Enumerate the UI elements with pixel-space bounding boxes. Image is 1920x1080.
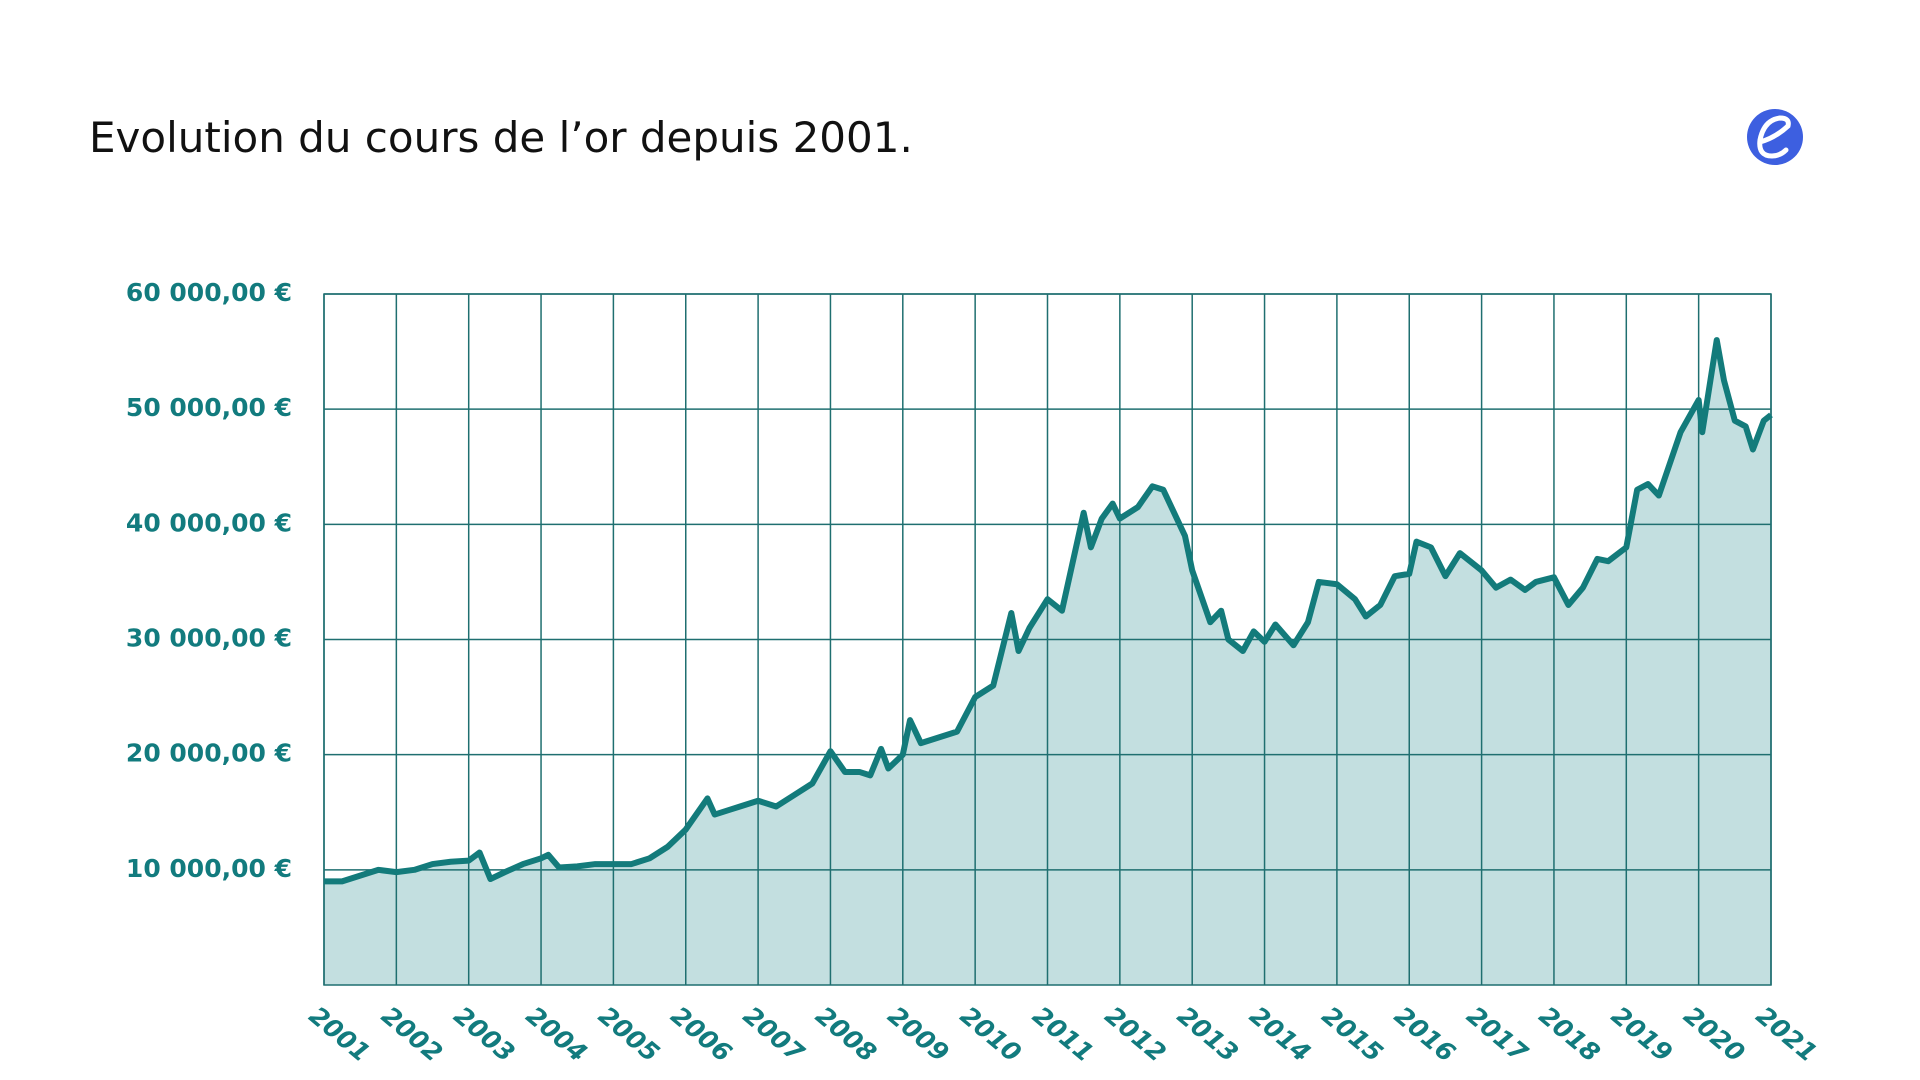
x-tick-label: 2016 (1389, 1001, 1461, 1068)
y-tick-label: 50 000,00 € (126, 393, 292, 422)
x-tick-label: 2005 (593, 1001, 665, 1068)
x-tick-label: 2015 (1317, 1001, 1389, 1068)
y-tick-label: 30 000,00 € (126, 624, 292, 653)
x-tick-label: 2007 (738, 1001, 810, 1068)
y-tick-label: 20 000,00 € (126, 739, 292, 768)
x-tick-label: 2001 (304, 1001, 376, 1068)
x-tick-label: 2003 (448, 1001, 520, 1068)
x-tick-label: 2017 (1461, 1001, 1533, 1068)
x-tick-label: 2020 (1678, 1001, 1750, 1068)
chart-title: Evolution du cours de l’or depuis 2001. (89, 113, 913, 162)
x-tick-label: 2018 (1534, 1001, 1606, 1068)
x-tick-label: 2011 (1027, 1001, 1099, 1068)
x-tick-label: 2013 (1172, 1001, 1244, 1068)
x-tick-label: 2009 (882, 1001, 954, 1068)
x-tick-label: 2021 (1751, 1001, 1823, 1068)
y-tick-label: 10 000,00 € (126, 854, 292, 883)
y-tick-label: 60 000,00 € (126, 278, 292, 307)
x-tick-label: 2008 (810, 1001, 882, 1068)
x-tick-label: 2019 (1606, 1001, 1678, 1068)
x-tick-label: 2006 (665, 1001, 737, 1068)
price-line (324, 337, 1773, 885)
x-tick-label: 2012 (1099, 1001, 1171, 1068)
x-tick-label: 2004 (521, 1001, 593, 1068)
logo (1747, 109, 1803, 165)
y-tick-label: 40 000,00 € (126, 508, 292, 537)
x-tick-label: 2010 (955, 1001, 1027, 1068)
x-tick-label: 2014 (1244, 1001, 1316, 1068)
x-tick-label: 2002 (376, 1001, 448, 1068)
